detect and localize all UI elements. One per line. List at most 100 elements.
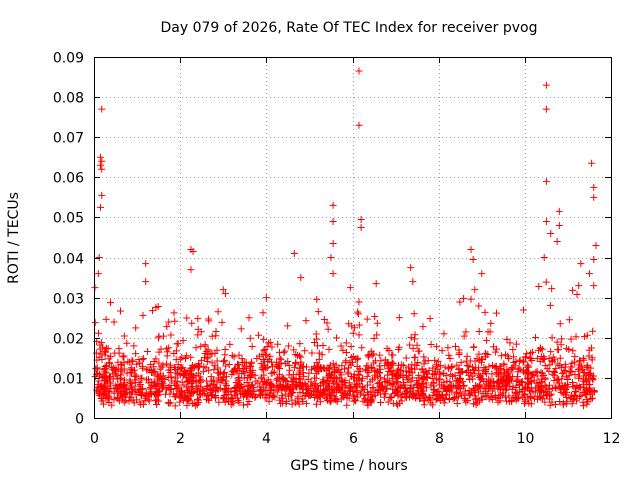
data-point — [293, 351, 301, 359]
data-point — [384, 358, 392, 366]
data-point — [565, 316, 573, 324]
data-point — [167, 373, 175, 381]
data-point — [588, 354, 596, 362]
data-point — [561, 391, 569, 399]
data-point — [568, 400, 576, 408]
chart-title: Day 079 of 2026, Rate Of TEC Index for r… — [161, 20, 538, 36]
x-tick-label: 2 — [176, 431, 185, 447]
data-point — [194, 398, 202, 406]
data-point — [173, 369, 181, 377]
x-tick-labels: 0 2 4 6 8 10 12 — [90, 431, 620, 447]
data-point — [347, 384, 355, 392]
data-point — [255, 331, 263, 339]
x-tick-label: 4 — [262, 431, 271, 447]
data-point — [558, 375, 566, 383]
data-point — [443, 391, 451, 399]
data-points — [91, 67, 600, 410]
data-point — [503, 379, 511, 387]
data-point — [440, 399, 448, 407]
data-point — [178, 353, 186, 361]
data-point — [561, 360, 569, 368]
data-point — [327, 398, 335, 406]
data-point — [221, 384, 229, 392]
data-point — [137, 374, 145, 382]
data-point — [315, 393, 323, 401]
data-point — [128, 356, 136, 364]
y-tick-label: 0.01 — [53, 372, 84, 388]
data-point — [212, 383, 220, 391]
data-point — [203, 348, 211, 356]
data-point — [128, 383, 136, 391]
y-tick-label: 0.03 — [53, 292, 84, 308]
data-point — [339, 391, 347, 399]
data-point — [407, 381, 415, 389]
data-point — [313, 359, 321, 367]
data-point — [433, 361, 441, 369]
data-point — [442, 372, 450, 380]
data-point — [237, 325, 245, 333]
data-point — [107, 299, 115, 307]
data-point — [208, 359, 216, 367]
data-point — [108, 401, 116, 409]
data-point — [127, 365, 135, 373]
data-point — [318, 365, 326, 373]
data-point — [268, 392, 276, 400]
data-point — [554, 346, 562, 354]
data-point — [296, 371, 304, 379]
data-point — [240, 401, 248, 409]
data-point — [505, 375, 513, 383]
data-point — [173, 385, 181, 393]
data-point — [120, 398, 128, 406]
data-point — [288, 396, 296, 404]
data-point — [273, 382, 281, 390]
data-point — [326, 383, 334, 391]
data-point — [354, 354, 362, 362]
data-point — [365, 369, 373, 377]
data-point — [481, 383, 489, 391]
data-point — [144, 395, 152, 403]
data-point — [123, 369, 131, 377]
x-tick-label: 6 — [349, 431, 358, 447]
data-point — [525, 399, 533, 407]
data-point — [438, 391, 446, 399]
data-point — [414, 358, 422, 366]
data-point — [512, 340, 520, 348]
data-point — [396, 383, 404, 391]
data-point — [346, 359, 354, 367]
data-point — [279, 375, 287, 383]
data-point — [157, 380, 165, 388]
data-point — [364, 351, 372, 359]
data-point — [227, 401, 235, 409]
data-point — [267, 369, 275, 377]
data-point — [98, 157, 106, 165]
data-point — [581, 375, 589, 383]
data-point — [117, 367, 125, 375]
data-point — [447, 370, 455, 378]
data-point — [319, 379, 327, 387]
data-point — [409, 393, 417, 401]
data-point — [299, 382, 307, 390]
data-point — [444, 384, 452, 392]
data-point — [225, 360, 233, 368]
data-point — [132, 371, 140, 379]
data-point — [297, 274, 305, 282]
data-point — [137, 401, 145, 409]
data-point — [533, 367, 541, 375]
data-point — [347, 343, 355, 351]
data-point — [228, 370, 236, 378]
data-point — [547, 348, 555, 356]
data-point — [325, 390, 333, 398]
data-point — [290, 370, 298, 378]
data-point — [535, 283, 543, 291]
data-point — [490, 343, 498, 351]
data-point — [453, 361, 461, 369]
data-point — [213, 384, 221, 392]
data-point — [546, 361, 554, 369]
data-point — [505, 392, 513, 400]
data-point — [374, 387, 382, 395]
data-point — [475, 388, 483, 396]
data-point — [274, 340, 282, 348]
data-point — [577, 260, 585, 268]
data-point — [221, 290, 229, 298]
data-point — [410, 335, 418, 343]
